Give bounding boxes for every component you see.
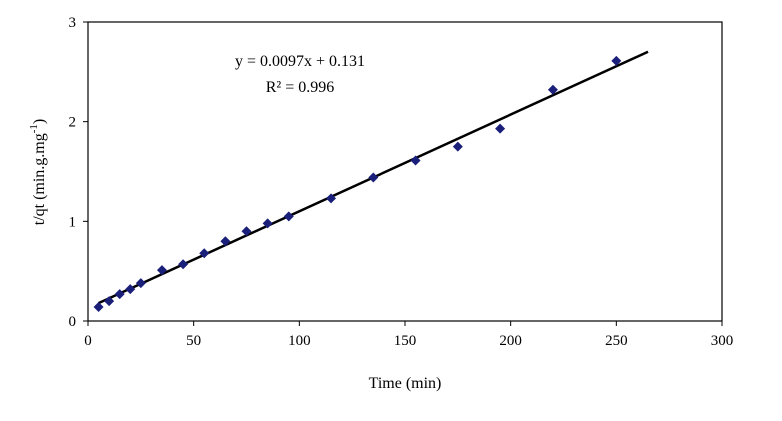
data-point bbox=[93, 302, 104, 313]
x-tick-label: 200 bbox=[499, 333, 522, 349]
data-point bbox=[135, 278, 146, 289]
data-point bbox=[452, 141, 463, 152]
data-point bbox=[220, 236, 231, 247]
y-axis-title-main: t/qt (min.g.mg bbox=[31, 133, 48, 225]
x-tick-label: 250 bbox=[605, 333, 628, 349]
y-axis-title: t/qt (min.g.mg-1) bbox=[28, 119, 48, 226]
x-tick-label: 300 bbox=[711, 333, 734, 349]
data-point bbox=[114, 289, 125, 300]
data-point bbox=[156, 265, 167, 276]
ticks-layer: 0 50 100 150 200 250 300 0 1 2 3 bbox=[69, 15, 734, 349]
data-point bbox=[178, 259, 189, 270]
data-point bbox=[326, 193, 337, 204]
data-point bbox=[199, 248, 210, 259]
x-tick-label: 100 bbox=[288, 333, 311, 349]
data-point bbox=[410, 155, 421, 166]
plot-area-frame bbox=[87, 21, 723, 322]
data-point bbox=[283, 211, 294, 222]
data-point bbox=[611, 55, 622, 66]
data-point bbox=[495, 123, 506, 134]
x-axis-title: Time (min) bbox=[369, 375, 442, 392]
y-axis-title-close: ) bbox=[31, 119, 48, 124]
data-point bbox=[547, 84, 558, 95]
x-tick-label: 50 bbox=[186, 333, 201, 349]
data-point bbox=[125, 284, 136, 295]
r-squared-label: R² = 0.996 bbox=[266, 79, 335, 96]
y-axis-title-text: t/qt (min.g.mg-1) bbox=[28, 119, 48, 226]
y-axis-title-sup: -1 bbox=[28, 124, 40, 133]
y-tick-label: 3 bbox=[69, 15, 77, 31]
x-tick-label: 0 bbox=[84, 333, 92, 349]
data-point bbox=[368, 172, 379, 183]
y-tick-label: 1 bbox=[69, 214, 77, 230]
data-point bbox=[262, 218, 273, 229]
data-point bbox=[241, 226, 252, 237]
trendline-equation: y = 0.0097x + 0.131 bbox=[235, 53, 365, 70]
x-tick-label: 150 bbox=[394, 333, 417, 349]
data-point bbox=[104, 296, 115, 307]
y-tick-label: 2 bbox=[69, 115, 77, 131]
y-tick-label: 0 bbox=[69, 314, 77, 330]
points-layer bbox=[93, 55, 622, 313]
